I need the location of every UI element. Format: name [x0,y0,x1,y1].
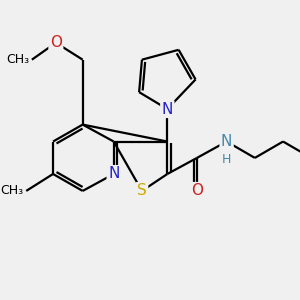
Text: S: S [137,183,147,198]
Text: CH₃: CH₃ [6,53,29,66]
Text: CH₃: CH₃ [0,184,23,197]
Text: N: N [108,167,119,182]
Text: O: O [50,35,62,50]
Text: N: N [221,134,232,149]
Text: N: N [162,102,173,117]
Text: O: O [191,183,203,198]
Text: H: H [222,153,231,167]
